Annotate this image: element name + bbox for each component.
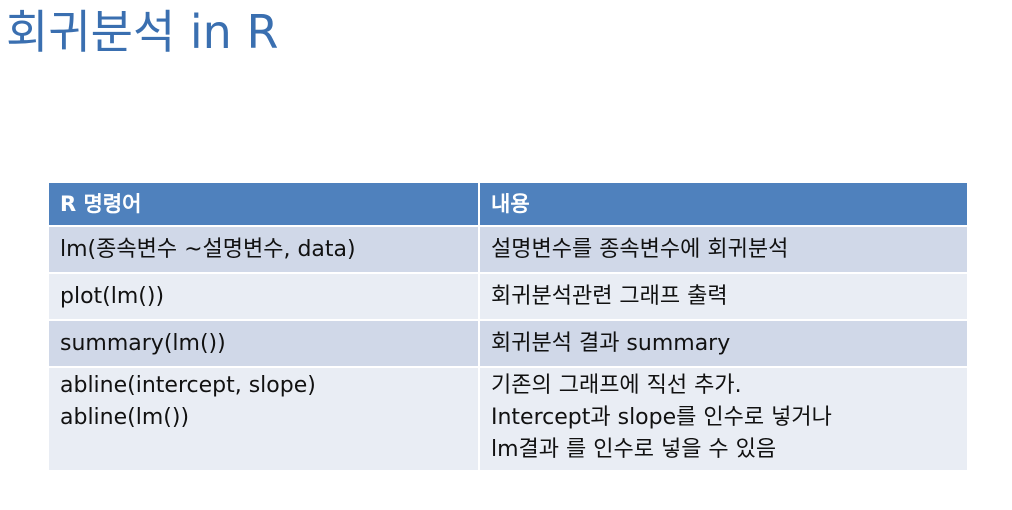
description-text: 설명변수를 종속변수에 회귀분석 <box>491 237 789 262</box>
header-description: 내용 <box>478 183 967 226</box>
cell-description: 회귀분석관련 그래프 출력 <box>478 273 967 320</box>
slide-title: 회귀분석 in R <box>6 5 279 59</box>
cell-command: summary(lm()) <box>49 320 479 367</box>
cell-description: 기존의 그래프에 직선 추가. Intercept과 slope를 인수로 넣거… <box>478 367 967 470</box>
description-text: 기존의 그래프에 직선 추가. <box>491 373 742 398</box>
table-row: abline(intercept, slope) abline(lm()) 기존… <box>49 367 967 470</box>
description-text: lm결과 를 인수로 넣을 수 있음 <box>491 437 777 462</box>
cell-description: 설명변수를 종속변수에 회귀분석 <box>478 226 967 273</box>
command-text: summary(lm()) <box>60 331 226 356</box>
cell-command: plot(lm()) <box>49 273 479 320</box>
command-text: abline(lm()) <box>60 405 190 430</box>
table-row: plot(lm()) 회귀분석관련 그래프 출력 <box>49 273 967 320</box>
cell-description: 회귀분석 결과 summary <box>478 320 967 367</box>
cell-command: abline(intercept, slope) abline(lm()) <box>49 367 479 470</box>
table-row: lm(종속변수 ~설명변수, data) 설명변수를 종속변수에 회귀분석 <box>49 226 967 273</box>
commands-table: R 명령어 내용 lm(종속변수 ~설명변수, data) 설명변수를 종속변수… <box>49 183 967 470</box>
command-text: abline(intercept, slope) <box>60 373 316 398</box>
description-text: 회귀분석 결과 summary <box>491 331 731 356</box>
command-text: plot(lm()) <box>60 284 165 309</box>
description-text: 회귀분석관련 그래프 출력 <box>491 284 728 309</box>
command-text: lm(종속변수 ~설명변수, data) <box>60 237 356 262</box>
description-text: Intercept과 slope를 인수로 넣거나 <box>491 405 832 430</box>
table-row: summary(lm()) 회귀분석 결과 summary <box>49 320 967 367</box>
cell-command: lm(종속변수 ~설명변수, data) <box>49 226 479 273</box>
header-command: R 명령어 <box>49 183 479 226</box>
table-header-row: R 명령어 내용 <box>49 183 967 226</box>
